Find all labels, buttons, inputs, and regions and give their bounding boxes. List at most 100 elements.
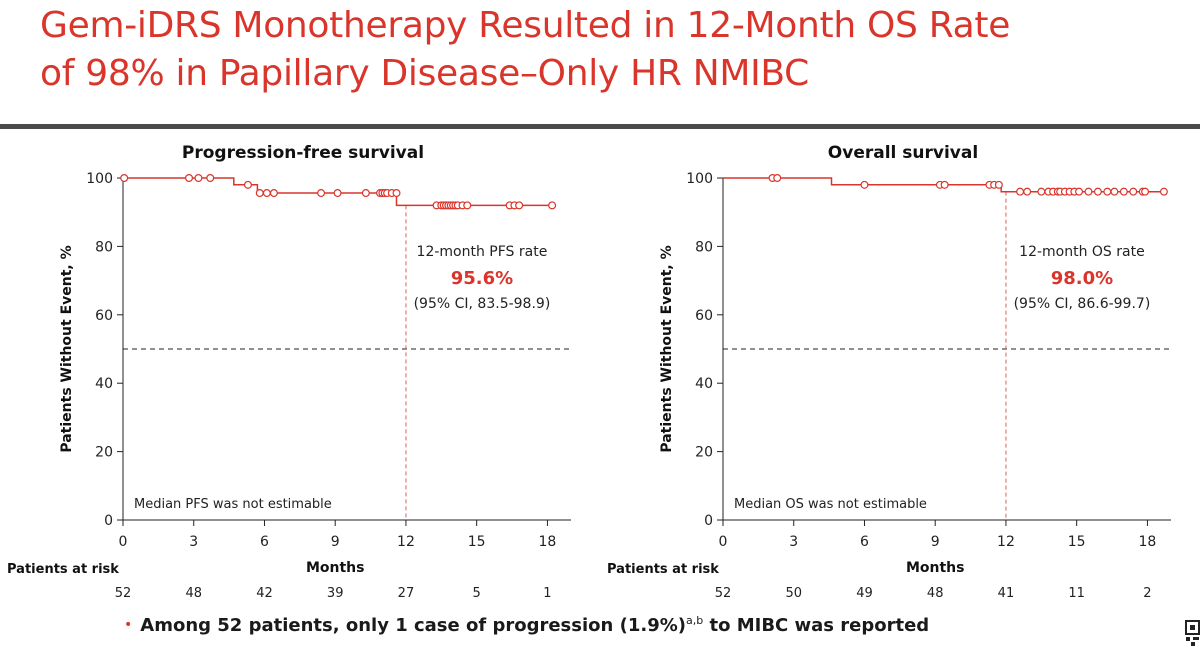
pfs-y-tick-label: 20 bbox=[95, 445, 113, 461]
os-annotation-label: 12-month OS rate bbox=[1019, 244, 1145, 260]
footnote-bullet: • Among 52 patients, only 1 case of progr… bbox=[124, 614, 929, 636]
footnote-text-after: to MIBC was reported bbox=[703, 615, 930, 636]
pfs-at-risk-label: Patients at risk bbox=[7, 562, 119, 577]
os-y-tick-label: 80 bbox=[695, 239, 713, 255]
os-at-risk-count: 50 bbox=[785, 586, 802, 601]
os-censor-mark bbox=[860, 180, 869, 189]
os-x-tick-label: 15 bbox=[1068, 534, 1086, 550]
pfs-median-note: Median PFS was not estimable bbox=[134, 497, 332, 512]
pfs-censor-mark bbox=[317, 189, 326, 198]
os-censor-mark bbox=[1016, 187, 1025, 196]
footnote-text-before: Among 52 patients, only 1 case of progre… bbox=[140, 615, 686, 636]
pfs-censor-mark bbox=[463, 201, 472, 210]
pfs-at-risk-count: 52 bbox=[115, 586, 132, 601]
slide-title-line-2: of 98% in Papillary Disease–Only HR NMIB… bbox=[40, 53, 810, 94]
pfs-x-axis-label: Months bbox=[306, 560, 365, 576]
os-x-tick-label: 6 bbox=[860, 534, 869, 550]
pfs-censor-mark bbox=[194, 173, 203, 182]
os-y-tick-label: 40 bbox=[695, 376, 713, 392]
pfs-censor-mark bbox=[243, 180, 252, 189]
qr-code-icon bbox=[1185, 620, 1200, 646]
os-censor-mark bbox=[1075, 187, 1084, 196]
os-x-axis-label: Months bbox=[906, 560, 965, 576]
pfs-censor-mark bbox=[206, 173, 215, 182]
pfs-censor-mark bbox=[269, 189, 278, 198]
pfs-y-tick-label: 0 bbox=[104, 513, 113, 529]
pfs-censor-mark bbox=[120, 173, 129, 182]
pfs-censor-mark bbox=[255, 189, 264, 198]
os-censor-mark bbox=[1141, 187, 1150, 196]
os-chart: Overall survival 0 20 40 60 80 100 0 3 6 9 12 15 18 Pa… bbox=[607, 143, 1171, 601]
os-annotation-value: 98.0% bbox=[1051, 268, 1113, 289]
os-y-tick-label: 0 bbox=[704, 513, 713, 529]
os-censor-mark bbox=[1023, 187, 1032, 196]
os-x-tick-label: 0 bbox=[719, 534, 728, 550]
pfs-annotation-ci: (95% CI, 83.5-98.9) bbox=[414, 296, 551, 312]
pfs-y-tick-label: 60 bbox=[95, 308, 113, 324]
pfs-y-axis-label: Patients Without Event, % bbox=[59, 245, 75, 452]
pfs-censor-mark bbox=[333, 189, 342, 198]
pfs-at-risk-count: 1 bbox=[543, 586, 551, 601]
os-at-risk-count: 49 bbox=[856, 586, 873, 601]
os-censor-mark bbox=[1119, 187, 1128, 196]
os-annotation-ci: (95% CI, 86.6-99.7) bbox=[1014, 296, 1151, 312]
pfs-censor-mark bbox=[185, 173, 194, 182]
pfs-annotation-value: 95.6% bbox=[451, 268, 513, 289]
os-x-tick-label: 9 bbox=[931, 534, 940, 550]
pfs-y-tick-label: 80 bbox=[95, 239, 113, 255]
pfs-annotation-label: 12-month PFS rate bbox=[417, 244, 548, 260]
os-median-note: Median OS was not estimable bbox=[734, 497, 927, 512]
slide-title: Gem-iDRS Monotherapy Resulted in 12-Mont… bbox=[40, 2, 1160, 98]
os-censor-mark bbox=[773, 173, 782, 182]
pfs-censor-mark bbox=[361, 189, 370, 198]
pfs-y-tick-label: 100 bbox=[86, 171, 113, 187]
os-censor-mark bbox=[1037, 187, 1046, 196]
pfs-x-tick-label: 9 bbox=[331, 534, 340, 550]
pfs-censor-mark bbox=[392, 189, 401, 198]
os-chart-title: Overall survival bbox=[828, 143, 978, 163]
os-censor-mark bbox=[1093, 187, 1102, 196]
os-censor-mark bbox=[1159, 187, 1168, 196]
pfs-at-risk-count: 42 bbox=[256, 586, 273, 601]
os-at-risk-count: 11 bbox=[1068, 586, 1085, 601]
slide-title-line-1: Gem-iDRS Monotherapy Resulted in 12-Mont… bbox=[40, 5, 1011, 46]
os-x-tick-label: 3 bbox=[789, 534, 798, 550]
os-censor-mark bbox=[1110, 187, 1119, 196]
os-x-tick-label: 12 bbox=[997, 534, 1015, 550]
pfs-x-tick-label: 15 bbox=[468, 534, 486, 550]
pfs-chart-title: Progression-free survival bbox=[182, 143, 424, 163]
os-censor-mark bbox=[940, 180, 949, 189]
pfs-at-risk-count: 48 bbox=[185, 586, 202, 601]
os-at-risk-count: 2 bbox=[1143, 586, 1151, 601]
os-y-tick-label: 100 bbox=[686, 171, 713, 187]
footnote-superscript: a,b bbox=[685, 614, 704, 627]
title-divider bbox=[0, 124, 1200, 129]
pfs-x-tick-label: 6 bbox=[260, 534, 269, 550]
pfs-survival-curve bbox=[123, 177, 555, 207]
pfs-x-tick-label: 0 bbox=[119, 534, 128, 550]
os-censor-mark bbox=[994, 180, 1003, 189]
os-at-risk-label: Patients at risk bbox=[607, 562, 719, 577]
os-censor-mark bbox=[1103, 187, 1112, 196]
pfs-x-tick-label: 3 bbox=[189, 534, 198, 550]
os-censor-mark bbox=[1129, 187, 1138, 196]
pfs-censor-mark bbox=[548, 201, 557, 210]
os-censor-mark bbox=[1084, 187, 1093, 196]
pfs-at-risk-count: 27 bbox=[398, 586, 415, 601]
os-at-risk-count: 52 bbox=[715, 586, 732, 601]
os-y-tick-label: 20 bbox=[695, 445, 713, 461]
pfs-censor-mark bbox=[262, 189, 271, 198]
pfs-at-risk-count: 39 bbox=[327, 586, 344, 601]
pfs-chart: Progression-free survival 0 20 40 60 80 100 0 3 6… bbox=[7, 143, 571, 601]
os-y-axis-label: Patients Without Event, % bbox=[659, 245, 675, 452]
bullet-dot-icon: • bbox=[124, 617, 133, 633]
pfs-censor-mark bbox=[515, 201, 524, 210]
os-x-tick-label: 18 bbox=[1139, 534, 1157, 550]
pfs-x-tick-label: 12 bbox=[397, 534, 415, 550]
os-at-risk-count: 48 bbox=[927, 586, 944, 601]
os-y-tick-label: 60 bbox=[695, 308, 713, 324]
pfs-y-tick-label: 40 bbox=[95, 376, 113, 392]
os-at-risk-count: 41 bbox=[998, 586, 1015, 601]
pfs-at-risk-count: 5 bbox=[473, 586, 481, 601]
pfs-x-tick-label: 18 bbox=[539, 534, 557, 550]
